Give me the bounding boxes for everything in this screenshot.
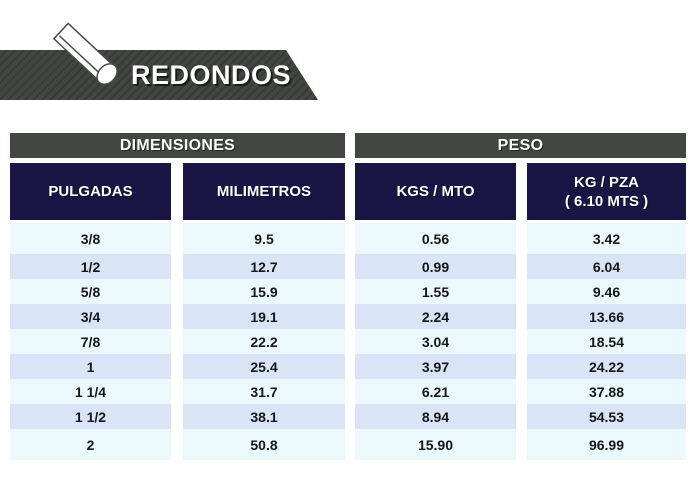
table-cell: 7/8 [10,329,171,354]
table-cell: 3.97 [355,354,516,379]
table-cell: 9.5 [183,223,345,254]
banner-ribbon [0,50,318,100]
table-row: 5/8 15.9 [10,279,345,304]
column-header-milimetros: MILIMETROS [183,163,345,220]
table-row: 1 25.4 [10,354,345,379]
table-cell: 31.7 [183,379,345,404]
column-gap [516,379,527,404]
column-gap [171,429,183,460]
table-cell: 12.7 [183,254,345,279]
peso-rows: 0.56 3.42 0.99 6.04 1.55 9.46 2.24 13.66 3.04 18.… [355,223,686,460]
column-header-kgs-mto: KGS / MTO [355,163,516,220]
table-cell: 19.1 [183,304,345,329]
table-cell: 9.46 [527,279,686,304]
column-gap [516,163,527,220]
table-cell: 22.2 [183,329,345,354]
column-gap [171,404,183,429]
table-cell: 1.55 [355,279,516,304]
kg-pza-line1: KG / PZA [573,173,639,191]
table-row: 2 50.8 [10,429,345,460]
table-cell: 5/8 [10,279,171,304]
table-cell: 8.94 [355,404,516,429]
page-title: REDONDOS [131,59,292,90]
table-cell: 1/2 [10,254,171,279]
column-gap [171,279,183,304]
table-cell: 1 1/2 [10,404,171,429]
table-cell: 3.42 [527,223,686,254]
column-gap [171,223,183,254]
table-cell: 1 1/4 [10,379,171,404]
table-cell: 3/8 [10,223,171,254]
table-row: 2.24 13.66 [355,304,686,329]
table-row: 3/4 19.1 [10,304,345,329]
table-cell: 96.99 [527,429,686,460]
table-row: 1 1/2 38.1 [10,404,345,429]
table-cell: 1 [10,354,171,379]
table-row: 0.56 3.42 [355,223,686,254]
table-row: 3/8 9.5 [10,223,345,254]
dimensiones-header: DIMENSIONES [10,133,345,158]
column-gap [171,354,183,379]
column-header-kg-pza: KG / PZA ( 6.10 MTS ) [527,163,686,220]
table-row: 0.99 6.04 [355,254,686,279]
table-cell: 6.21 [355,379,516,404]
table-cell: 6.04 [527,254,686,279]
peso-column-headers: KGS / MTO KG / PZA ( 6.10 MTS ) [355,163,686,220]
table-cell: 3.04 [355,329,516,354]
column-gap [516,223,527,254]
table-row: 15.90 96.99 [355,429,686,460]
column-gap [171,254,183,279]
column-gap [516,304,527,329]
column-gap [516,329,527,354]
table-cell: 0.56 [355,223,516,254]
table-cell: 0.99 [355,254,516,279]
column-gap [171,163,183,220]
table-cell: 2 [10,429,171,460]
table-cell: 13.66 [527,304,686,329]
peso-table: PESO KGS / MTO KG / PZA ( 6.10 MTS ) 0.5… [355,133,686,460]
peso-header: PESO [355,133,686,158]
column-gap [516,429,527,460]
column-gap [516,279,527,304]
table-row: 3.04 18.54 [355,329,686,354]
table-row: 6.21 37.88 [355,379,686,404]
table-cell: 18.54 [527,329,686,354]
column-gap [171,379,183,404]
table-cell: 15.9 [183,279,345,304]
column-header-pulgadas: PULGADAS [10,163,171,220]
column-gap [171,304,183,329]
table-row: 3.97 24.22 [355,354,686,379]
column-gap [516,404,527,429]
column-gap [171,329,183,354]
table-cell: 3/4 [10,304,171,329]
table-cell: 25.4 [183,354,345,379]
dimensiones-column-headers: PULGADAS MILIMETROS [10,163,345,220]
table-cell: 38.1 [183,404,345,429]
table-row: 1.55 9.46 [355,279,686,304]
kg-pza-line2: ( 6.10 MTS ) [564,192,649,210]
table-cell: 15.90 [355,429,516,460]
table-cell: 54.53 [527,404,686,429]
table-row: 7/8 22.2 [10,329,345,354]
table-cell: 24.22 [527,354,686,379]
table-cell: 50.8 [183,429,345,460]
table-row: 1 1/4 31.7 [10,379,345,404]
table-cell: 2.24 [355,304,516,329]
column-gap [516,354,527,379]
column-gap [516,254,527,279]
table-cell: 37.88 [527,379,686,404]
round-bar-icon [52,22,118,86]
table-row: 8.94 54.53 [355,404,686,429]
table-row: 1/2 12.7 [10,254,345,279]
dimensiones-rows: 3/8 9.5 1/2 12.7 5/8 15.9 3/4 19.1 7/8 22.2 1 25.4 1… [10,223,345,460]
dimensiones-table: DIMENSIONES PULGADAS MILIMETROS 3/8 9.5 1/… [10,133,345,460]
